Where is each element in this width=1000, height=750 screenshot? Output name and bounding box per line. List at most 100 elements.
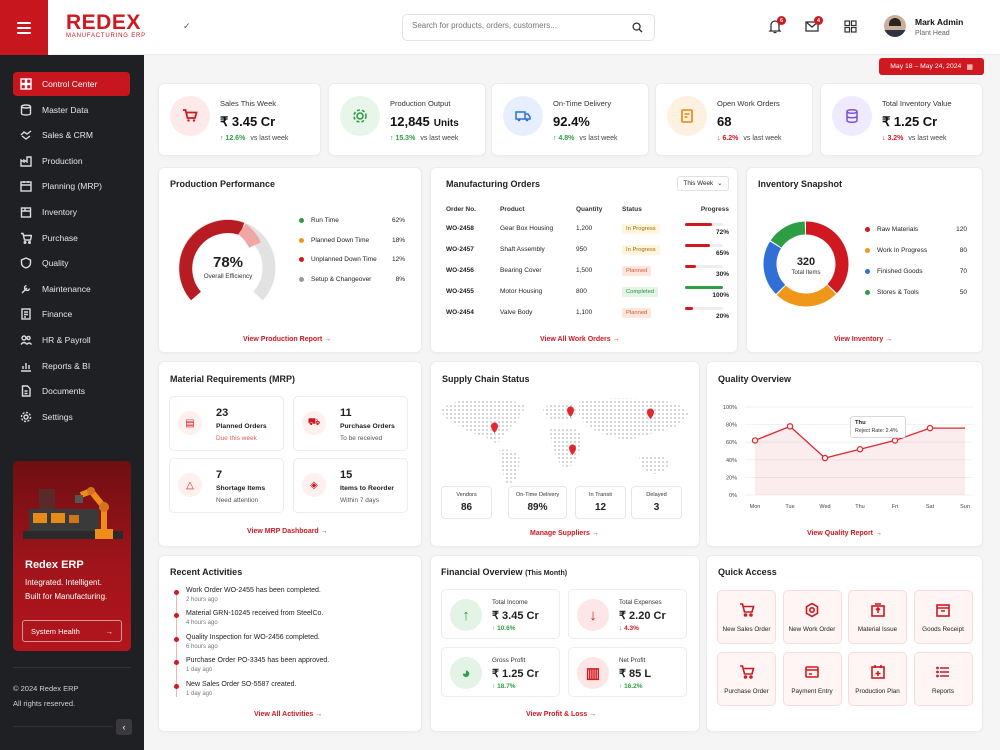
finance-tile-net-profit[interactable]: ▥ Net Profit ₹ 85 L ↑ 16.2% (568, 647, 687, 697)
finance-change: ↓ 4.3% (619, 625, 639, 632)
sidebar-item-purchase[interactable]: Purchase (13, 226, 130, 250)
mrp-item-shortage-items[interactable]: △ 7 Shortage Items Need attention (169, 458, 284, 513)
data-point[interactable] (786, 423, 794, 430)
apps-grid-icon[interactable] (844, 20, 857, 33)
brand-logo[interactable]: REDEX (66, 11, 141, 34)
arrow-down-icon: ↓ (577, 599, 609, 631)
activity-time: 6 hours ago (186, 643, 218, 650)
kpi-card-production-output[interactable]: Production Output 12,845 Units ↑ 15.3% vs la… (328, 83, 486, 156)
world-map (441, 398, 689, 486)
search-icon[interactable] (632, 22, 643, 33)
list-item[interactable]: Work Order WO-2455 has been completed. 2 … (186, 587, 321, 603)
order-no: WO-2454 (446, 309, 474, 316)
data-point[interactable] (751, 437, 759, 444)
finance-value: ₹ 85 L (619, 668, 652, 680)
sidebar-item-maintenance[interactable]: Maintenance (13, 277, 130, 301)
quick-material-issue[interactable]: Material Issue (848, 590, 907, 644)
list-item[interactable]: Purchase Order PO-3345 has been approved… (186, 657, 329, 673)
sidebar-item-finance[interactable]: Finance (13, 302, 130, 326)
quick-new-sales-order[interactable]: New Sales Order (717, 590, 776, 644)
table-row[interactable]: WO-2456 Bearing Cover 1,500 Planned 30% (446, 260, 729, 281)
list-item[interactable]: Quality Inspection for WO-2456 completed… (186, 634, 320, 650)
pin-icon[interactable]: ✓ (183, 21, 191, 31)
shield-icon (20, 257, 32, 269)
data-point[interactable] (891, 437, 899, 444)
quick-reports[interactable]: Reports (913, 652, 973, 706)
chart-icon (21, 362, 31, 372)
user-name[interactable]: Mark Admin (915, 17, 964, 27)
sidebar-item-label: Control Center (42, 79, 98, 89)
quick-access-card: Quick Access New Sales Order New Work Ord… (706, 555, 983, 732)
data-point[interactable] (856, 445, 864, 453)
progress-bar (685, 244, 723, 248)
system-health-button[interactable]: System Health → (22, 620, 122, 642)
sidebar-item-planning-mrp[interactable]: Planning (MRP) (13, 174, 130, 198)
orders-period-dropdown[interactable]: This Week ⌄ (677, 176, 729, 191)
table-row[interactable]: WO-2457 Shaft Assembly 950 In Progress 65% (446, 239, 729, 260)
view-quality-report-link[interactable]: View Quality Report (807, 530, 882, 537)
y-tick-label: 20% (726, 475, 737, 481)
mrp-item-items-to-reorder[interactable]: ◈ 15 Items to Reorder Within 7 days (293, 458, 408, 513)
finance-tile-gross-profit[interactable]: ◕ Gross Profit ₹ 1.25 Cr ↑ 18.7% (441, 647, 560, 697)
collapse-sidebar-button[interactable]: ‹ (116, 719, 132, 735)
kpi-change-value: 12.6% (225, 135, 246, 142)
box-icon (20, 207, 32, 218)
legend-dot (865, 248, 870, 253)
view-all-activities-link[interactable]: View All Activities (254, 711, 322, 718)
sidebar-item-sales-crm[interactable]: Sales & CRM (13, 123, 130, 147)
quick-payment-entry[interactable]: Payment Entry (782, 652, 842, 706)
kpi-card-open-work-orders[interactable]: Open Work Orders 68 ↓ 6.2% vs last week (655, 83, 813, 156)
sidebar-item-reports-bi[interactable]: Reports & BI (13, 354, 130, 378)
list-item[interactable]: New Sales Order SO-5587 created. 1 day ag… (186, 681, 297, 697)
data-point[interactable] (821, 454, 829, 462)
finance-label: Total Expenses (619, 599, 662, 606)
mrp-item-planned-orders[interactable]: ▤ 23 Planned Orders Due this week (169, 396, 284, 451)
legend-dot (299, 277, 304, 283)
quick-purchase-order[interactable]: Purchase Order (717, 652, 776, 706)
financial-period: (This Month) (525, 570, 568, 577)
view-production-report-link[interactable]: View Production Report (243, 336, 331, 343)
sidebar-item-production[interactable]: Production (13, 149, 130, 173)
search-input[interactable] (412, 21, 622, 30)
view-mrp-dashboard-link[interactable]: View MRP Dashboard (247, 528, 328, 535)
list-item[interactable]: Material GRN-10245 received from SteelCo… (186, 610, 323, 626)
sidebar-item-hr-payroll[interactable]: HR & Payroll (13, 328, 130, 352)
manage-suppliers-link[interactable]: Manage Suppliers (530, 530, 599, 537)
finance-tile-total-expenses[interactable]: ↓ Total Expenses ₹ 2.20 Cr ↓ 4.3% (568, 589, 687, 639)
data-point[interactable] (926, 424, 934, 432)
avatar[interactable] (884, 15, 906, 37)
finance-tile-total-income[interactable]: ↑ Total Income ₹ 3.45 Cr ↑ 10.6% (441, 589, 560, 639)
hamburger-menu-icon[interactable] (0, 0, 48, 55)
date-range-picker[interactable]: May 18 – May 24, 2024 ▦ (879, 58, 984, 75)
sidebar-item-label: Planning (MRP) (42, 181, 102, 192)
sidebar-item-master-data[interactable]: Master Data (13, 98, 130, 122)
progress-text: 65% (715, 249, 729, 257)
view-inventory-link[interactable]: View Inventory (834, 336, 892, 343)
sidebar-item-settings[interactable]: Settings (13, 405, 130, 429)
search-bar[interactable] (402, 14, 655, 41)
sidebar-item-label: Maintenance (42, 283, 91, 294)
quick-production-plan[interactable]: Production Plan (848, 652, 907, 706)
table-row[interactable]: WO-2458 Gear Box Housing 1,200 In Progress 7… (446, 218, 729, 239)
activity-time: 1 day ago (186, 667, 213, 674)
quick-goods-receipt[interactable]: Goods Receipt (913, 590, 973, 644)
kpi-value: 92.4% (553, 114, 590, 129)
sidebar-item-quality[interactable]: Quality (13, 251, 130, 275)
kpi-label: Production Output (390, 99, 451, 108)
production-plan-icon (870, 665, 885, 679)
sidebar-item-control-center[interactable]: Control Center (13, 72, 130, 96)
kpi-card-on-time-delivery[interactable]: On-Time Delivery 92.4% ↑ 4.8% vs last week (491, 83, 649, 156)
kpi-card-total-inventory-value[interactable]: Total Inventory Value ₹ 1.25 Cr ↓ 3.2% vs l… (820, 83, 983, 156)
mrp-item-purchase-orders[interactable]: ⛟ 11 Purchase Orders To be received (293, 396, 408, 451)
view-all-work-orders-link[interactable]: View All Work Orders (540, 336, 620, 343)
progress-fill (685, 307, 693, 311)
kpi-card-sales-this-week[interactable]: Sales This Week ₹ 3.45 Cr ↑ 12.6% vs last w… (158, 83, 321, 156)
sidebar-item-documents[interactable]: Documents (13, 379, 130, 403)
timeline-dot (174, 660, 179, 666)
clipboard-list-icon: ▤ (178, 411, 202, 435)
table-row[interactable]: WO-2454 Valve Body 1,100 Planned 20% (446, 302, 729, 323)
quick-new-work-order[interactable]: New Work Order (782, 590, 842, 644)
sidebar-item-inventory[interactable]: Inventory (13, 200, 130, 224)
table-row[interactable]: WO-2455 Motor Housing 800 Completed 100% (446, 281, 729, 302)
view-profit-loss-link[interactable]: View Profit & Loss (526, 711, 596, 718)
